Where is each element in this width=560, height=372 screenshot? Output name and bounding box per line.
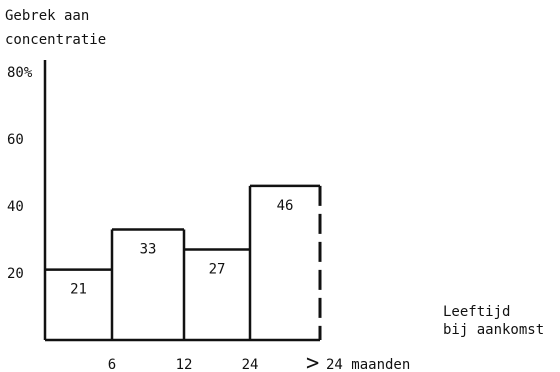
x-axis-label-line-2: bij aankomst [443, 322, 544, 338]
bar-value-label: 33 [140, 241, 157, 257]
y-tick-label: 20 [7, 266, 24, 282]
x-tick-label: 6 [108, 357, 116, 372]
y-axis-label-line-2: concentratie [5, 32, 106, 48]
bar-value-label: 21 [70, 282, 87, 298]
y-axis-label-line-1: Gebrek aan [5, 8, 89, 24]
last-x-label: 24 maanden [326, 357, 410, 372]
y-tick-label: 80% [7, 65, 33, 81]
x-tick-label: 12 [176, 357, 193, 372]
last-x-symbol: > [306, 351, 319, 372]
bar-value-label: 46 [277, 198, 294, 214]
y-tick-label: 40 [7, 199, 24, 215]
x-tick-label: 24 [242, 357, 259, 372]
x-axis-label-line-1: Leeftijd [443, 304, 510, 320]
y-tick-label: 60 [7, 132, 24, 148]
bar-value-label: 27 [209, 262, 226, 278]
